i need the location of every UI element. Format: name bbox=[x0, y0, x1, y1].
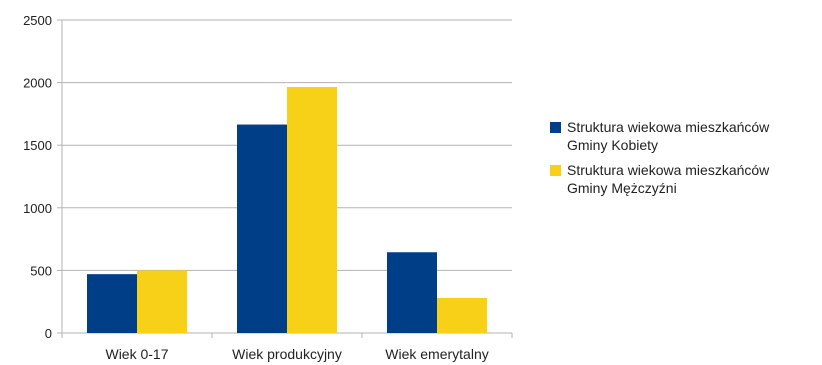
y-tick-label: 2500 bbox=[23, 13, 52, 28]
axis-labels: 0 500 1000 1500 2000 2500 Wiek 0-17 Wiek produk… bbox=[23, 13, 489, 362]
y-tick-label: 1000 bbox=[23, 201, 52, 216]
chart-legend: Struktura wiekowa mieszkańców Gminy Kobi… bbox=[550, 118, 822, 204]
bars bbox=[87, 86, 487, 334]
bar-mezczyzni-3 bbox=[437, 297, 487, 333]
legend-swatch bbox=[550, 165, 561, 176]
x-category-label: Wiek emerytalny bbox=[385, 346, 488, 362]
x-category-label: Wiek produkcyjny bbox=[232, 346, 342, 362]
bar-mezczyzni-1 bbox=[137, 270, 187, 333]
y-tick-label: 0 bbox=[45, 326, 52, 341]
bar-kobiety-3 bbox=[387, 252, 437, 333]
legend-item: Struktura wiekowa mieszkańców Gminy Kobi… bbox=[550, 118, 822, 154]
legend-label: Struktura wiekowa mieszkańców Gminy Mężc… bbox=[567, 162, 770, 196]
bar-mezczyzni-2 bbox=[287, 86, 337, 334]
legend-item: Struktura wiekowa mieszkańców Gminy Mężc… bbox=[550, 161, 822, 197]
y-tick-label: 1500 bbox=[23, 138, 52, 153]
bar-kobiety-2 bbox=[237, 124, 287, 334]
bar-chart: 0 500 1000 1500 2000 2500 Wiek 0-17 Wiek produk… bbox=[23, 13, 513, 362]
legend-swatch bbox=[550, 122, 561, 133]
y-tick-label: 500 bbox=[30, 263, 52, 278]
bar-kobiety-1 bbox=[87, 274, 137, 333]
legend-label: Struktura wiekowa mieszkańców Gminy Kobi… bbox=[567, 119, 770, 153]
y-tick-label: 2000 bbox=[23, 76, 52, 91]
x-category-label: Wiek 0-17 bbox=[105, 346, 168, 362]
